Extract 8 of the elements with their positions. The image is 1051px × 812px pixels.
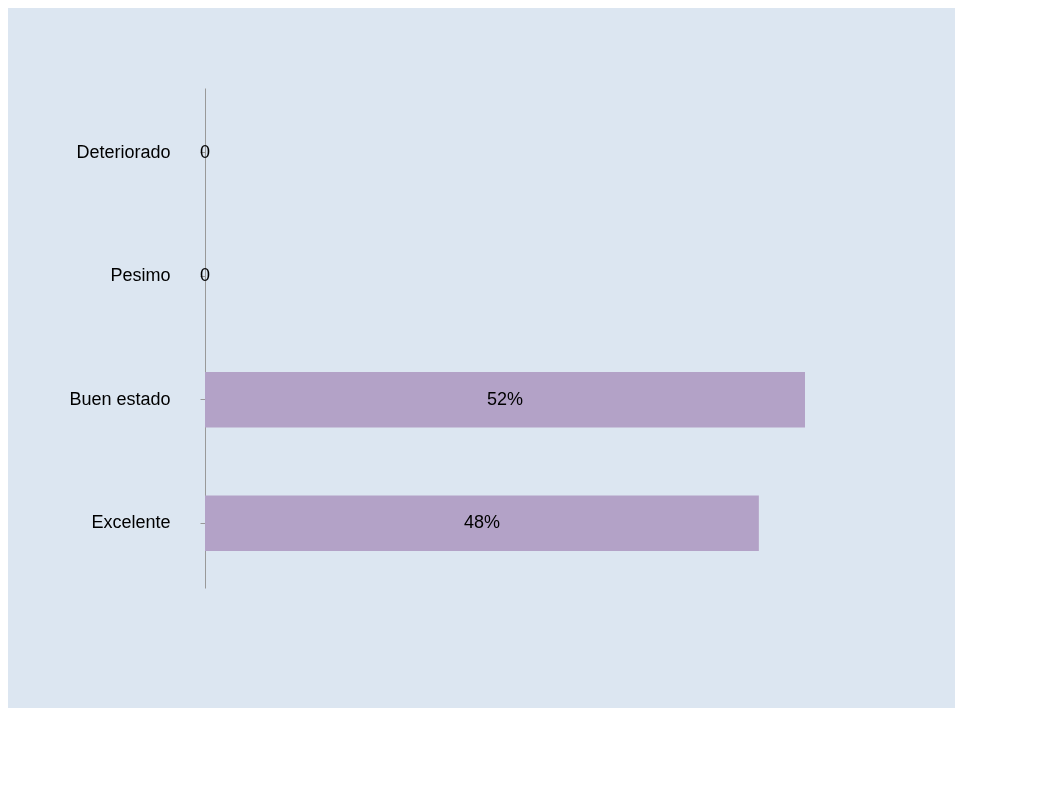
data-label: 0 — [199, 265, 211, 286]
data-label: 48% — [463, 512, 500, 533]
data-label: 52% — [486, 388, 524, 409]
y-tick-label: Pesimo — [110, 265, 171, 286]
y-tick-label: Excelente — [91, 512, 171, 533]
data-label: 0 — [199, 141, 211, 162]
y-tick-label: Deteriorado — [76, 141, 171, 162]
y-tick-label: Buen estado — [69, 388, 171, 409]
